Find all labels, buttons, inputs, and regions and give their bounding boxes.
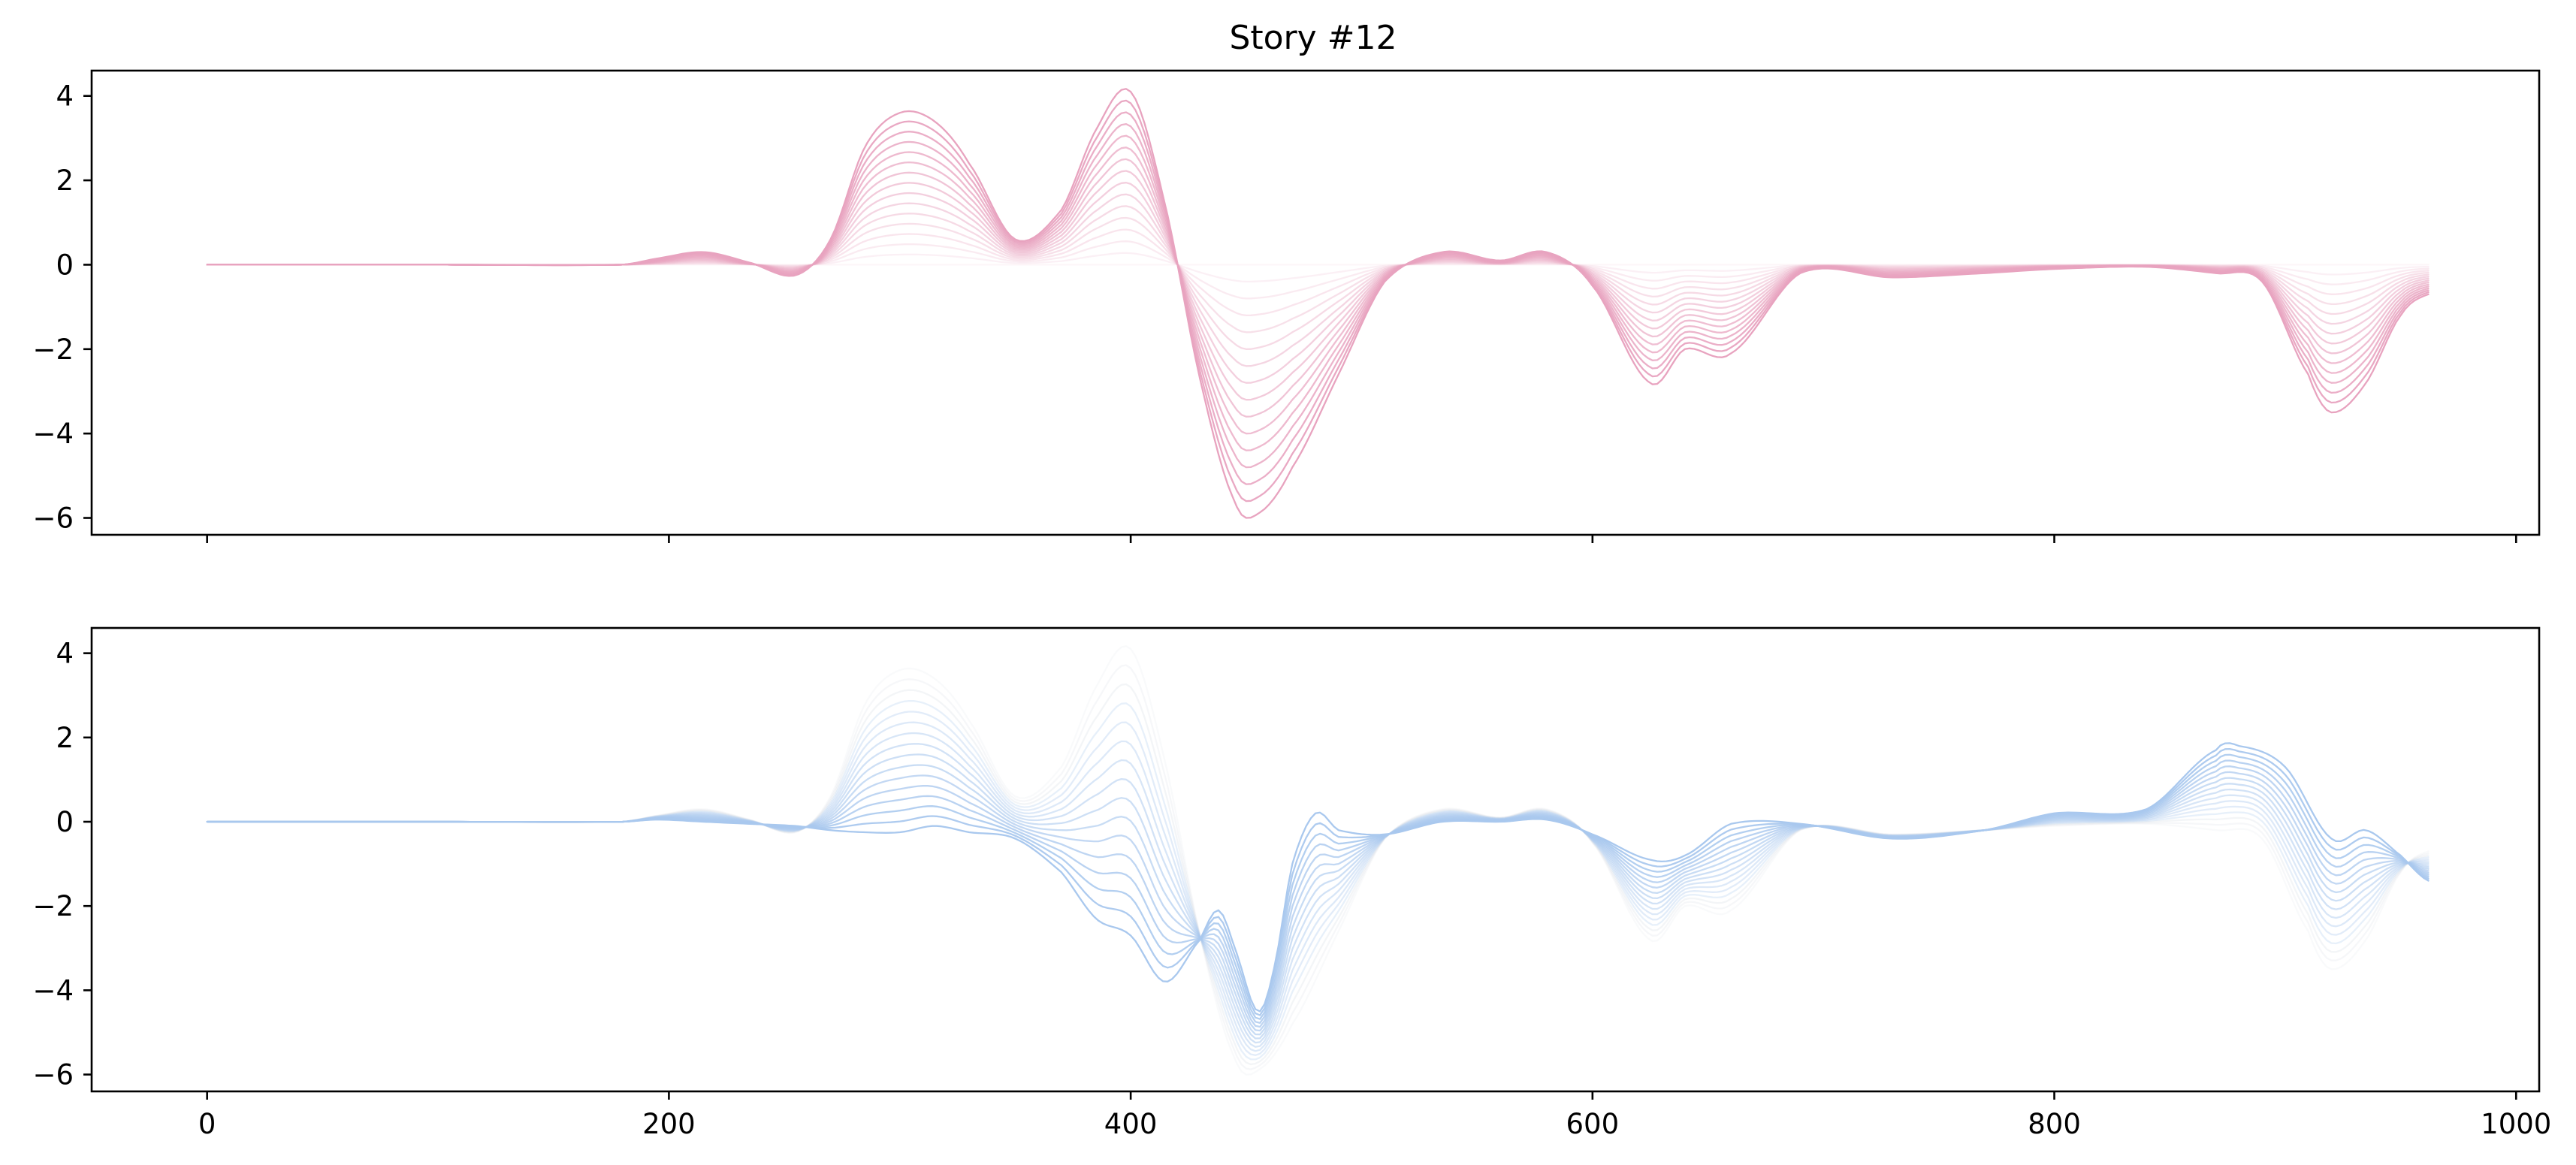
y-tick-label: 2 bbox=[56, 722, 74, 754]
bottom-axis-ticks: −6 −4 −2 0 2 4 0 200 400 600 800 1000 bbox=[32, 638, 2551, 1140]
top-axis-ticks: −6 −4 −2 0 2 4 bbox=[32, 80, 2517, 543]
y-tick-label: −4 bbox=[32, 974, 74, 1007]
y-tick-label: −2 bbox=[32, 334, 74, 366]
bottom-plot-panel: −6 −4 −2 0 2 4 0 200 400 600 800 1000 bbox=[32, 626, 2551, 1140]
y-tick-label: −2 bbox=[32, 890, 74, 922]
y-tick-label: 4 bbox=[56, 80, 74, 113]
bottom-plot-frame bbox=[90, 626, 2541, 1093]
x-tick-label: 400 bbox=[1104, 1108, 1158, 1140]
top-plot-frame bbox=[90, 69, 2541, 536]
x-tick-label: 600 bbox=[1566, 1108, 1620, 1140]
x-tick-label: 0 bbox=[198, 1108, 216, 1140]
y-tick-label: 4 bbox=[56, 638, 74, 670]
bottom-series-curves bbox=[206, 645, 2430, 1076]
x-tick-label: 200 bbox=[642, 1108, 696, 1140]
y-tick-label: 0 bbox=[56, 806, 74, 838]
y-tick-label: −6 bbox=[32, 503, 74, 535]
chart-title: Story #12 bbox=[1229, 19, 1397, 57]
y-tick-label: −4 bbox=[32, 418, 74, 450]
series-curve-primary bbox=[206, 88, 2430, 519]
y-tick-label: −6 bbox=[32, 1059, 74, 1091]
series-curve-primary bbox=[206, 742, 2430, 1013]
y-tick-label: 2 bbox=[56, 164, 74, 197]
top-plot-panel: −6 −4 −2 0 2 4 bbox=[32, 69, 2541, 543]
x-tick-label: 1000 bbox=[2481, 1108, 2551, 1140]
top-series-curves bbox=[206, 88, 2430, 519]
y-tick-label: 0 bbox=[56, 249, 74, 281]
x-tick-label: 800 bbox=[2028, 1108, 2081, 1140]
